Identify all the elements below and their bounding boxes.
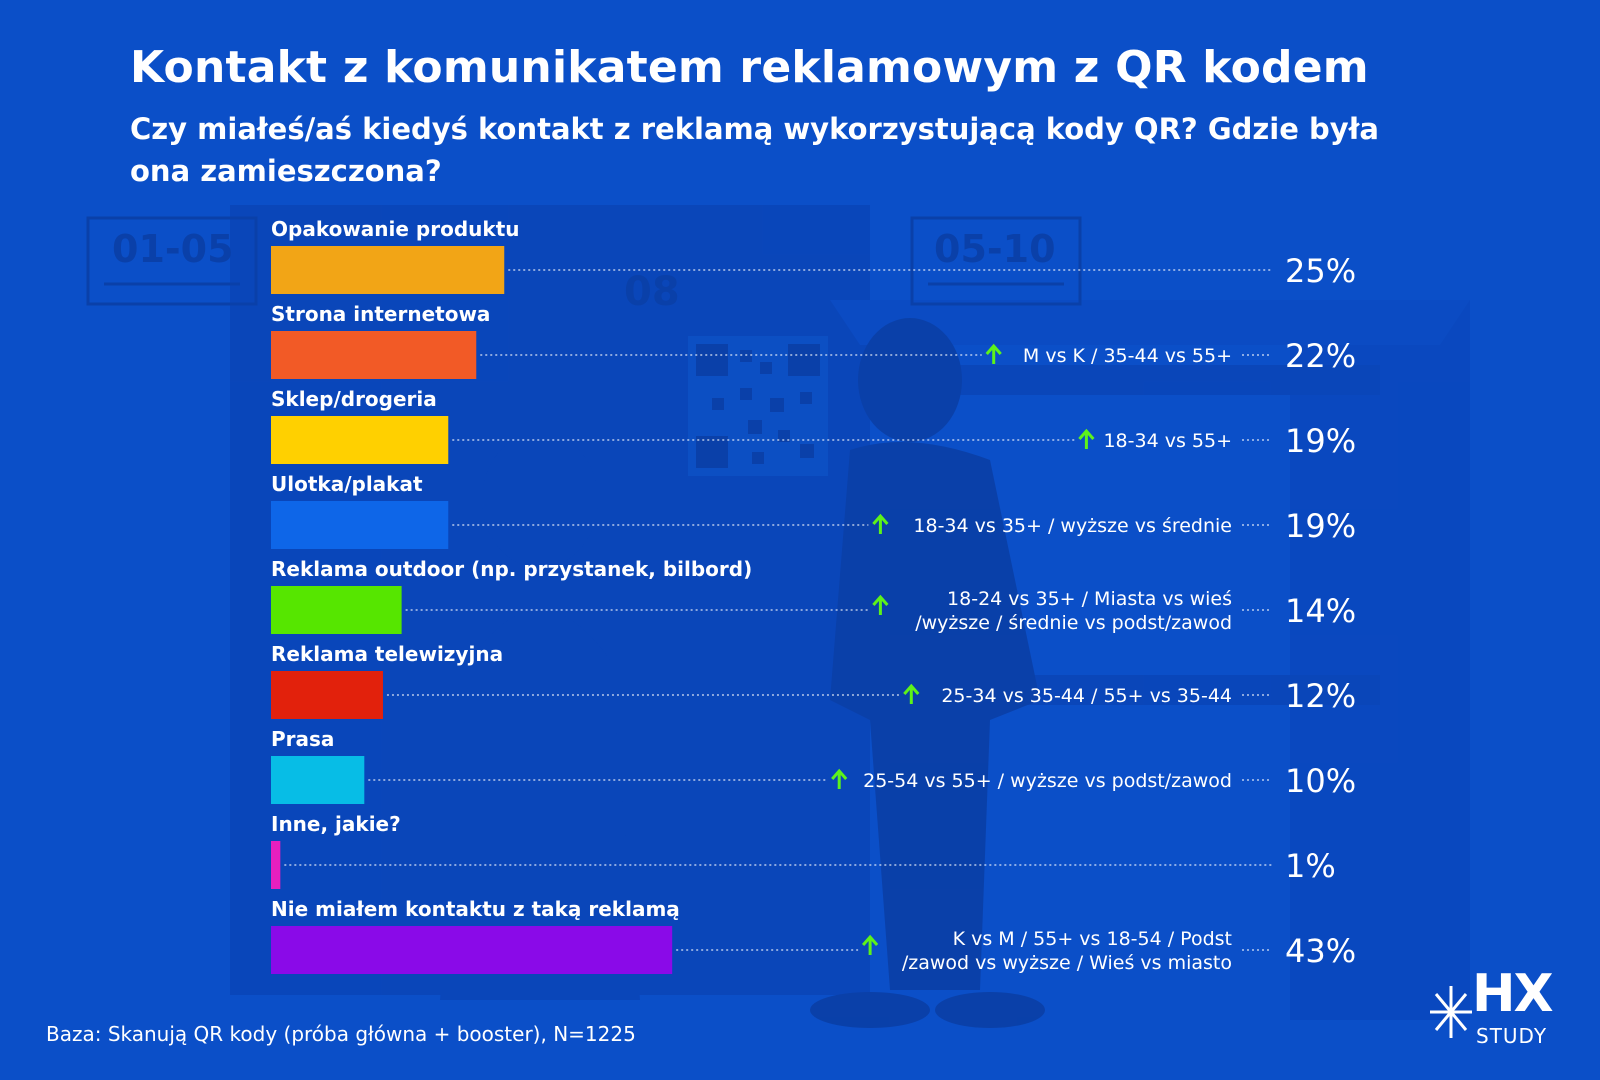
value-label: 25%: [1285, 252, 1356, 290]
category-label: Ulotka/plakat: [271, 472, 423, 496]
category-label: Sklep/drogeria: [271, 387, 437, 411]
significance-note: 25-54 vs 55+ / wyższe vs podst/zawod: [863, 770, 1232, 792]
bar: [271, 501, 449, 549]
qr-code-illustration: [688, 336, 828, 476]
up-arrow-icon: [985, 343, 1002, 364]
category-label: Opakowanie produktu: [271, 217, 520, 241]
significance-note: 18-34 vs 35+ / wyższe vs średnie: [913, 515, 1232, 537]
sign-text-center: 08: [624, 269, 680, 315]
category-label: Nie miałem kontaktu z taką reklamą: [271, 897, 680, 921]
bar: [271, 671, 383, 719]
significance-note: M vs K / 35-44 vs 55+: [1023, 345, 1232, 367]
significance-note: /zawod vs wyższe / Wieś vs miasto: [902, 952, 1232, 974]
bar: [271, 756, 365, 804]
bar: [271, 331, 477, 379]
up-arrow-icon: [872, 513, 889, 534]
value-label: 10%: [1285, 762, 1356, 800]
value-label: 43%: [1285, 932, 1356, 970]
timetable-sign-left: [86, 216, 258, 306]
up-arrow-icon: [903, 683, 920, 704]
value-label: 19%: [1285, 422, 1356, 460]
hx-study-logo: HX STUDY: [1428, 964, 1558, 1052]
chart-title: Kontakt z komunikatem reklamowym z QR ko…: [130, 42, 1369, 93]
significance-note: K vs M / 55+ vs 18-54 / Podst: [953, 928, 1232, 950]
value-label: 19%: [1285, 507, 1356, 545]
significance-note: 18-34 vs 55+: [1103, 430, 1232, 452]
bar: [271, 246, 505, 294]
starburst-icon: [1430, 986, 1472, 1038]
base-note: Baza: Skanują QR kody (próba główna + bo…: [46, 1022, 636, 1046]
bar: [271, 841, 281, 889]
up-arrow-icon: [831, 768, 848, 789]
bar: [271, 926, 673, 974]
logo-mark: HX: [1472, 964, 1554, 1024]
significance-note: 25-34 vs 35-44 / 55+ vs 35-44: [941, 685, 1232, 707]
bar: [271, 586, 402, 634]
category-label: Prasa: [271, 727, 334, 751]
timetable-sign-right: [910, 216, 1082, 306]
category-label: Reklama outdoor (np. przystanek, bilbord…: [271, 557, 752, 581]
value-label: 1%: [1285, 847, 1336, 885]
significance-note: 18-24 vs 35+ / Miasta vs wieś: [947, 588, 1232, 610]
category-label: Reklama telewizyjna: [271, 642, 503, 666]
sign-text-left: 01-05: [112, 227, 234, 271]
logo-word: STUDY: [1476, 1024, 1548, 1048]
value-label: 12%: [1285, 677, 1356, 715]
up-arrow-icon: [861, 934, 879, 955]
bar: [271, 416, 449, 464]
sign-text-right: 05-10: [934, 227, 1056, 271]
value-label: 22%: [1285, 337, 1356, 375]
man-illustration: [810, 318, 1045, 1028]
chart-subtitle: Czy miałeś/aś kiedyś kontakt z reklamą w…: [130, 112, 1379, 188]
up-arrow-icon: [872, 594, 889, 615]
up-arrow-icon: [1078, 428, 1095, 449]
category-label: Inne, jakie?: [271, 812, 401, 836]
category-label: Strona internetowa: [271, 302, 490, 326]
value-label: 14%: [1285, 592, 1356, 630]
significance-note: /wyższe / średnie vs podst/zawod: [915, 612, 1232, 634]
woman-illustration: [440, 432, 640, 1000]
platform-sign: [614, 250, 696, 320]
